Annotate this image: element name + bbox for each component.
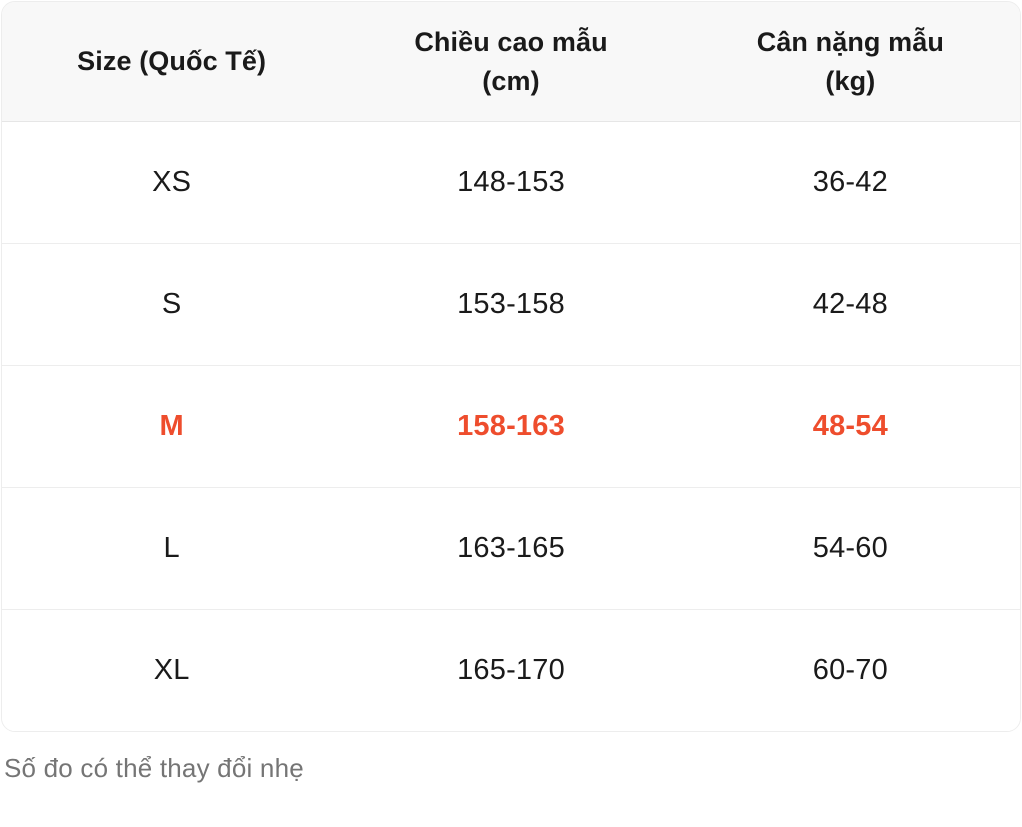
table-header-row: Size (Quốc Tế) Chiều cao mẫu (cm) Cân nặ… — [2, 2, 1020, 122]
cell-size: XS — [152, 165, 192, 198]
column-header-size-line1: Size (Quốc Tế) — [77, 46, 267, 77]
cell-weight: 42-48 — [680, 243, 1020, 366]
cell-size: S — [2, 243, 342, 366]
column-header-weight-line1: Cân nặng mẫu — [756, 27, 944, 58]
cell-weight: 60-70 — [680, 609, 1020, 731]
size-chart-table-container: Size (Quốc Tế) Chiều cao mẫu (cm) Cân nặ… — [1, 1, 1021, 732]
table-row[interactable]: L 163-165 54-60 — [2, 487, 1020, 610]
cell-height: 165-170 — [341, 609, 681, 731]
cell-height: 158-163 — [341, 365, 681, 488]
cell-height: 153-158 — [341, 243, 681, 366]
column-header-height-line2: (cm) — [482, 65, 540, 96]
cell-size: L — [2, 487, 342, 610]
column-header-height: Chiều cao mẫu (cm) — [341, 2, 681, 122]
column-header-size: Size (Quốc Tế) — [2, 2, 342, 122]
table-body: XS 148-153 36-42 S 153-158 42-48 M 158-1… — [2, 121, 1020, 731]
column-header-height-line1: Chiều cao mẫu — [414, 27, 608, 58]
cell-size: M — [2, 365, 342, 488]
cell-weight: 36-42 — [812, 165, 888, 198]
table-row-selected[interactable]: M 158-163 48-54 — [2, 365, 1020, 488]
size-chart-note: Số đo có thể thay đổi nhẹ — [4, 753, 304, 783]
column-header-weight: Cân nặng mẫu (kg) — [680, 2, 1020, 122]
cell-height: 148-153 — [457, 165, 565, 198]
size-chart-table: Size (Quốc Tế) Chiều cao mẫu (cm) Cân nặ… — [2, 2, 1020, 731]
table-header: Size (Quốc Tế) Chiều cao mẫu (cm) Cân nặ… — [2, 2, 1020, 122]
cell-weight: 48-54 — [680, 365, 1020, 488]
cell-size: XL — [2, 609, 342, 731]
cell-height: 163-165 — [341, 487, 681, 610]
table-row[interactable]: XS 148-153 36-42 — [2, 121, 1020, 244]
table-row[interactable]: S 153-158 42-48 — [2, 243, 1020, 366]
table-row[interactable]: XL 165-170 60-70 — [2, 609, 1020, 731]
cell-weight: 54-60 — [680, 487, 1020, 610]
column-header-weight-line2: (kg) — [825, 65, 876, 96]
